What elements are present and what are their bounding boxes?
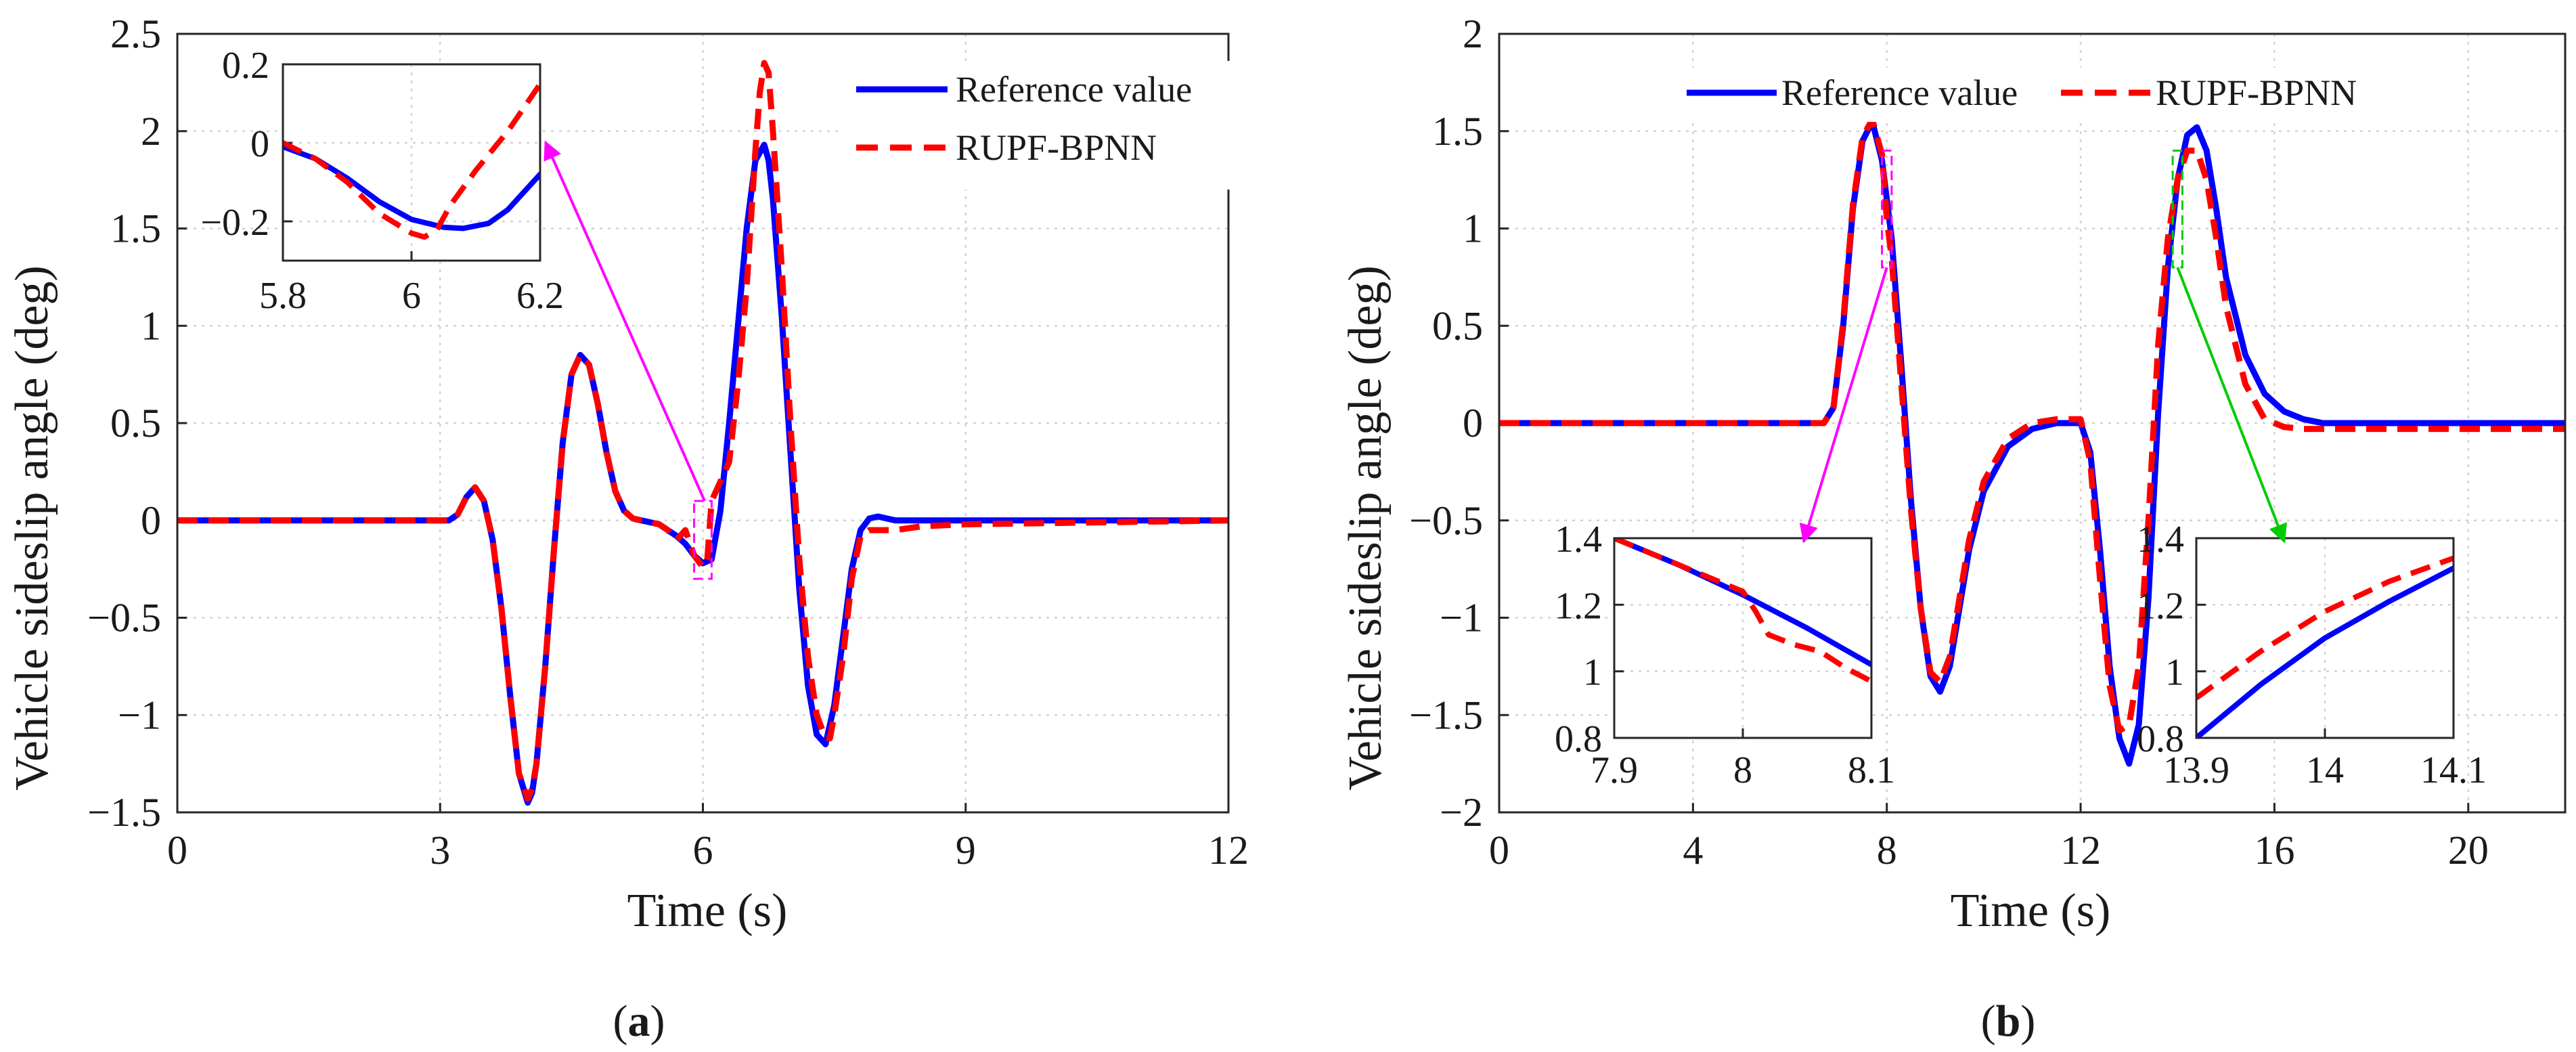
panel-b-inset-2-ytick-label: 1 (2165, 652, 2184, 694)
panel-a-ytick-label: 2 (141, 109, 161, 154)
panel-b-legend: Reference value RUPF-BPNN (1672, 68, 2403, 122)
panel-a-inset-xtick-label: 6 (402, 275, 421, 317)
panel-b-xtick-label: 16 (2254, 828, 2294, 873)
panel-b-inset-2-xtick-label: 14 (2306, 749, 2344, 791)
panel-b-inset-1-ytick-label: 1.2 (1555, 585, 1602, 627)
panel-b-inset-1-xtick-label: 7.9 (1591, 749, 1638, 791)
legend-b-rupf-label: RUPF-BPNN (2156, 72, 2357, 113)
panel-b-ytick-label: 0 (1463, 401, 1483, 445)
panel-b-ytick-label: −1 (1440, 596, 1483, 640)
panel-b-zoom-arrow-1 (1799, 267, 1888, 544)
panel-b-xtick-label: 8 (1877, 828, 1897, 873)
panel-b-inset-2-ytick-label: 0.8 (2137, 718, 2184, 760)
panel-b-inset-1-ytick-label: 1.4 (1555, 519, 1602, 561)
caption-b-letter: b (1996, 996, 2021, 1046)
panel-b-inset-1-xtick-label: 8 (1733, 749, 1752, 791)
panel-a-inset-series-reference-line (283, 144, 540, 232)
panel-b-ytick-label: 1 (1463, 206, 1483, 251)
panel-a-frame (176, 32, 1230, 814)
panel-a-zoom-arrow (543, 140, 706, 502)
panel-b-ytick-label: 1.5 (1432, 109, 1483, 154)
panel-a-inset-ytick-label: 0 (250, 123, 269, 165)
panel-a-ytick-label: −0.5 (87, 596, 161, 640)
caption-a-letter: a (628, 996, 650, 1046)
panel-a-series-rupf-bpnn-line (177, 60, 1228, 802)
panel-b-xlabel: Time (s) (1951, 885, 2111, 937)
panel-b-inset-2-ytick-label: 1.4 (2137, 519, 2184, 561)
panel-a-inset-ytick-label: −0.2 (200, 202, 269, 244)
panel-b-xtick-label: 4 (1683, 828, 1703, 873)
panel-b-zoom-box-1 (1881, 150, 1893, 269)
panel-a-xtick-label: 6 (693, 828, 713, 873)
panel-b-inset-1-series-rupf-bpnn-line (1614, 538, 1871, 684)
panel-a-ytick-label: 0 (141, 498, 161, 543)
panel-b-inset-2-xtick-label: 13.9 (2163, 749, 2229, 791)
panel-a-xtick-label: 0 (167, 828, 187, 873)
panel-b-inset-1-xtick-label: 8.1 (1848, 749, 1895, 791)
panel-b-xtick-label: 0 (1489, 828, 1509, 873)
panel-b-inset-2-xtick-label: 14.1 (2420, 749, 2487, 791)
panel-a-xtick-label: 9 (956, 828, 976, 873)
panel-a-ytick-label: 1.5 (110, 206, 161, 251)
panel-b-xtick-label: 12 (2060, 828, 2101, 873)
panel-a-ytick-label: 2.5 (110, 12, 161, 56)
panel-a-zoom-box (693, 500, 713, 580)
panel-b-zoom-arrow-2 (2176, 267, 2287, 544)
panel-b-inset-2-ytick-label: 1.2 (2137, 585, 2184, 627)
caption-a: (a) (613, 996, 665, 1046)
panel-b-frame (1498, 32, 2567, 814)
panel-b-series-rupf-bpnn-line (1499, 116, 2565, 734)
panel-a-ylabel: Vehicle sideslip angle (deg) (6, 265, 58, 791)
panel-b-ytick-label: −0.5 (1409, 498, 1483, 543)
panel-b-ytick-label: −2 (1440, 790, 1483, 835)
panel-a-inset-xtick-label: 5.8 (259, 275, 307, 317)
panel-b-ytick-label: −1.5 (1409, 693, 1483, 737)
legend-a-rupf-label: RUPF-BPNN (956, 127, 1157, 168)
legend-a-reference-label: Reference value (956, 69, 1192, 110)
panel-b-ytick-label: 2 (1463, 12, 1483, 56)
panel-b-inset-2-frame (2195, 537, 2455, 739)
panel-b-zoom-box-2 (2171, 150, 2183, 269)
panel-a-xtick-label: 12 (1208, 828, 1249, 873)
panel-a-legend: Reference value RUPF-BPNN (839, 61, 1232, 190)
panel-a-xlabel: Time (s) (627, 885, 788, 937)
panel-b-inset-1-frame (1613, 537, 1873, 739)
panel-a-inset-xtick-label: 6.2 (516, 275, 564, 317)
panel-b-inset-2-series-reference-line (2196, 565, 2453, 738)
legend-b-reference-label: Reference value (1781, 72, 2018, 113)
panel-a-ytick-label: 0.5 (110, 401, 161, 445)
panel-b-inset-1-ytick-label: 1 (1583, 652, 1602, 694)
panel-b-inset-1-ytick-label: 0.8 (1555, 718, 1602, 760)
panel-a-ytick-label: −1 (118, 693, 161, 737)
panel-a-ytick-label: −1.5 (87, 790, 161, 835)
chart-marks: 0 3 6 9 12−1.5−1−0.500.511.522.55.8 6 6.2−0.20… (87, 12, 2567, 873)
caption-b: (b) (1981, 996, 2036, 1046)
panel-b-xtick-label: 20 (2448, 828, 2489, 873)
panel-b-ylabel: Vehicle sideslip angle (deg) (1339, 265, 1392, 791)
panel-a-inset-frame (282, 63, 541, 262)
panel-b-ytick-label: 0.5 (1432, 303, 1483, 348)
panel-a-xtick-label: 3 (430, 828, 450, 873)
panel-a-inset-series-rupf-bpnn-line (283, 82, 540, 240)
panel-a-inset-ytick-label: 0.2 (222, 45, 269, 87)
panel-a-ytick-label: 1 (141, 303, 161, 348)
